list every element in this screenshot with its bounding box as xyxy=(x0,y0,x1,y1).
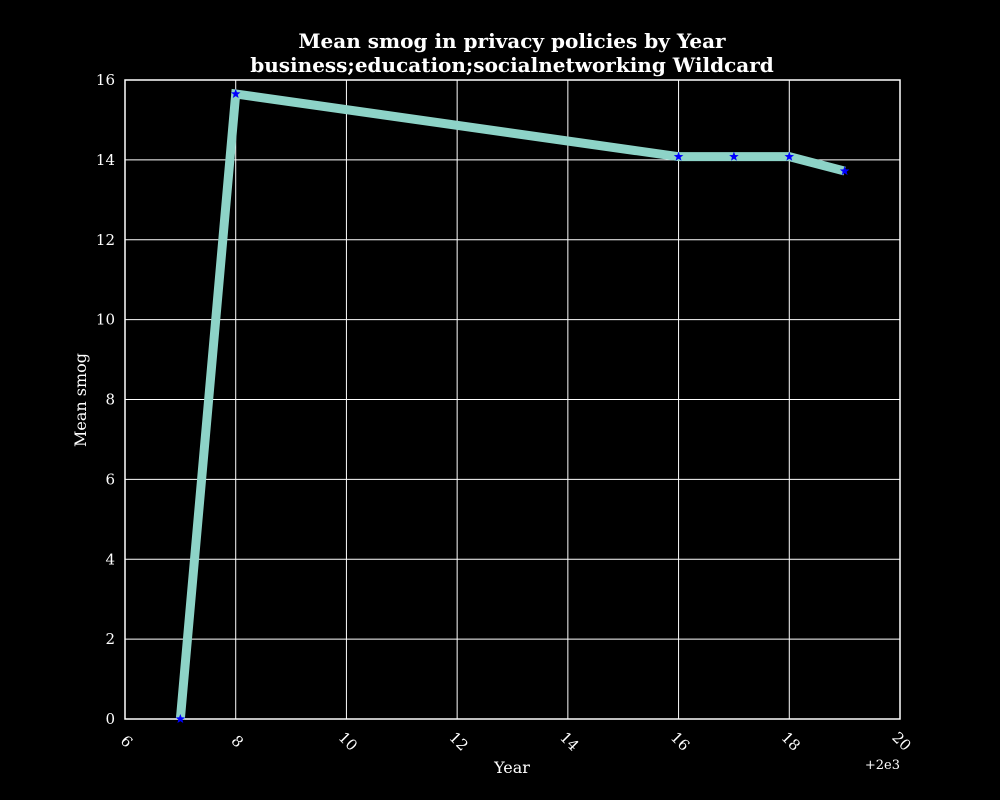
x-tick-label: 18 xyxy=(778,728,804,754)
chart-title: Mean smog in privacy policies by Year xyxy=(298,29,726,53)
y-tick-label: 8 xyxy=(105,391,115,409)
data-point xyxy=(729,151,739,161)
x-tick-label: 8 xyxy=(228,732,247,751)
data-point xyxy=(673,151,684,161)
x-tick-label: 14 xyxy=(556,728,582,754)
x-axis-offset-label: +2e3 xyxy=(865,758,900,773)
y-tick-label: 6 xyxy=(105,470,115,488)
series xyxy=(175,88,850,724)
data-point xyxy=(839,166,850,176)
y-tick-label: 4 xyxy=(105,550,115,568)
y-tick-label: 0 xyxy=(105,710,115,728)
series-line xyxy=(175,88,846,720)
x-tick-label: 6 xyxy=(117,732,136,751)
y-tick-label: 14 xyxy=(96,151,115,169)
plot-frame xyxy=(124,79,901,720)
y-tick-label: 12 xyxy=(96,231,115,249)
y-ticks: 0 2 4 6 8 10 12 14 16 xyxy=(96,71,115,728)
x-tick-label: 10 xyxy=(335,728,361,754)
grid xyxy=(124,79,901,720)
x-axis-label: Year xyxy=(493,758,530,777)
data-point xyxy=(784,151,795,161)
y-axis-label: Mean smog xyxy=(71,353,90,447)
x-tick-label: 16 xyxy=(667,728,693,754)
data-point xyxy=(230,88,241,99)
x-tick-label: 20 xyxy=(888,728,914,754)
y-tick-label: 16 xyxy=(96,71,115,89)
data-point xyxy=(175,714,186,724)
y-tick-label: 10 xyxy=(96,311,115,329)
x-tick-label: 12 xyxy=(446,728,472,754)
x-ticks: 6 8 10 12 14 16 18 20 xyxy=(117,728,915,754)
chart-subtitle: business;education;socialnetworking Wild… xyxy=(250,53,773,77)
y-tick-label: 2 xyxy=(105,630,115,648)
